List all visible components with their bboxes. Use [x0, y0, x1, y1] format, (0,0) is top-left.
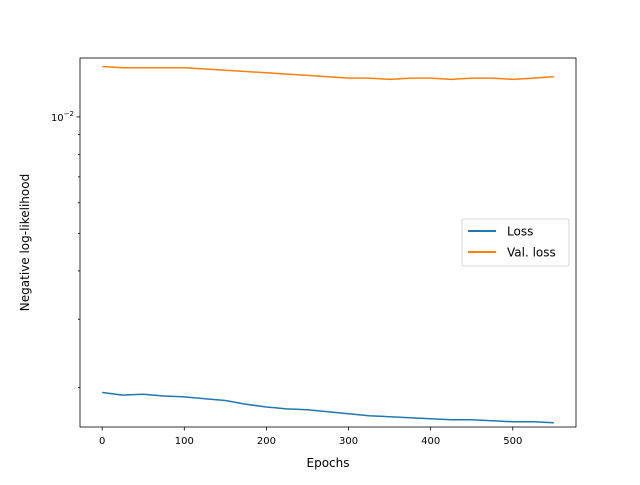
legend-label-val-loss: Val. loss — [507, 246, 556, 260]
x-tick-label: 100 — [175, 436, 194, 447]
x-axis-ticks: 0 100 200 300 400 500 — [99, 427, 522, 447]
legend: Loss Val. loss — [461, 218, 570, 267]
x-tick-label: 200 — [257, 436, 276, 447]
x-axis-label: Epochs — [307, 456, 350, 470]
x-tick-label: 300 — [339, 436, 358, 447]
legend-label-loss: Loss — [507, 225, 533, 239]
series-line-loss — [102, 391, 554, 424]
plot-area — [102, 65, 554, 424]
x-tick-label: 500 — [503, 436, 522, 447]
series-line-val-loss — [102, 65, 554, 81]
axes-frame — [79, 57, 577, 428]
y-tick-label: 10−2 — [51, 110, 74, 124]
y-axis-label: Negative log-likelihood — [18, 174, 32, 311]
x-tick-label: 0 — [99, 436, 105, 447]
x-tick-label: 400 — [421, 436, 440, 447]
